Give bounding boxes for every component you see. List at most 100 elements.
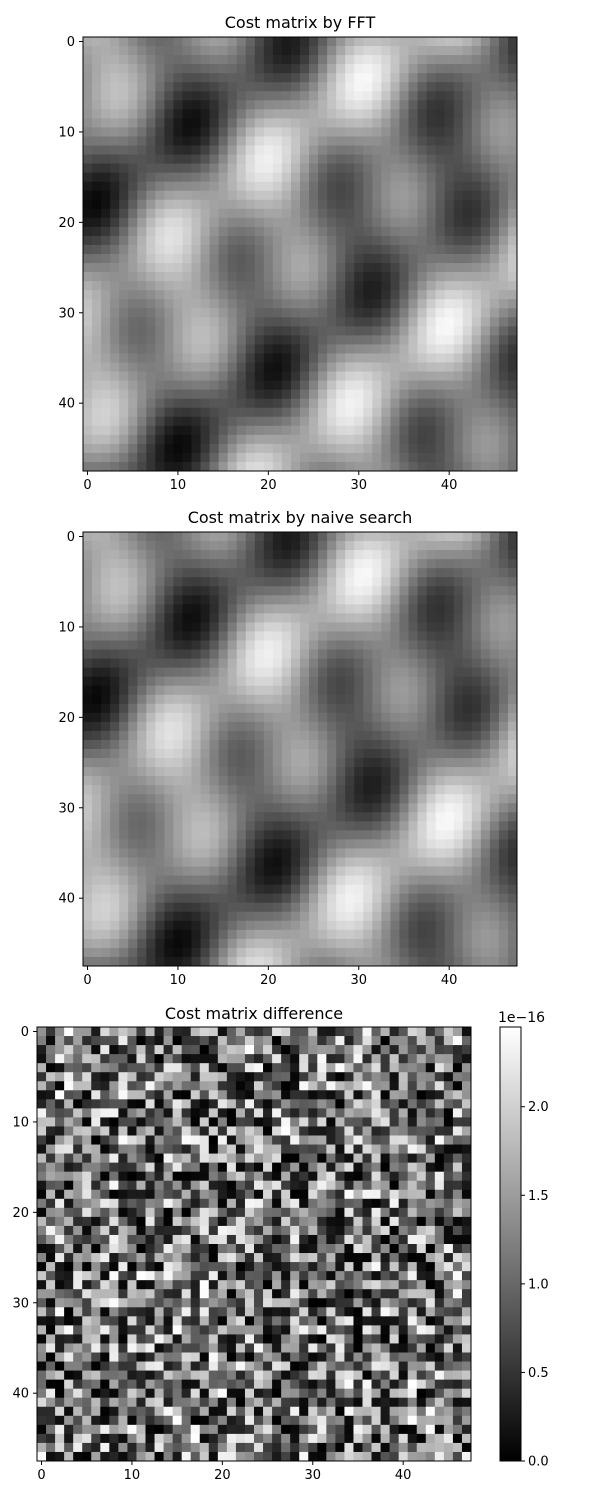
heatmap-cell xyxy=(363,866,373,877)
heatmap-cell xyxy=(137,118,147,128)
heatmap-cell xyxy=(435,254,446,264)
heatmap-cell xyxy=(444,857,455,868)
heatmap-cell xyxy=(155,190,165,201)
heatmap-cell xyxy=(146,145,156,156)
heatmap-cell xyxy=(290,767,301,777)
heatmap-cell xyxy=(435,299,446,309)
heatmap-cell xyxy=(272,118,283,128)
heatmap-cell xyxy=(300,911,310,922)
heatmap-cell xyxy=(182,380,192,391)
heatmap-cell xyxy=(426,776,437,786)
heatmap-cell xyxy=(507,290,518,300)
heatmap-cell xyxy=(309,254,319,264)
heatmap-cell xyxy=(236,730,247,741)
heatmap-cell xyxy=(381,920,391,931)
heatmap-cell xyxy=(290,1027,300,1037)
heatmap-cell xyxy=(227,416,238,427)
heatmap-cell xyxy=(217,1045,228,1055)
heatmap-cell xyxy=(128,667,138,678)
heatmap-cell xyxy=(46,1090,56,1100)
heatmap-cell xyxy=(254,199,265,210)
heatmap-cell xyxy=(309,37,319,47)
heatmap-cell xyxy=(435,839,446,849)
heatmap-cell xyxy=(173,443,183,454)
heatmap-cell xyxy=(128,739,138,750)
heatmap-cell xyxy=(182,848,192,858)
heatmap-cell xyxy=(137,452,147,463)
heatmap-cell xyxy=(498,136,509,146)
heatmap-cell xyxy=(155,839,165,849)
heatmap-cell xyxy=(218,380,229,391)
heatmap-cell xyxy=(272,830,283,840)
heatmap-cell xyxy=(236,938,247,949)
heatmap-cell xyxy=(399,956,409,967)
heatmap-cell xyxy=(372,371,382,382)
heatmap-cell xyxy=(83,785,93,795)
heatmap-cell xyxy=(363,586,373,596)
heatmap-cell xyxy=(164,118,174,128)
heatmap-cell xyxy=(290,434,301,445)
heatmap-cell xyxy=(471,37,482,47)
heatmap-cell xyxy=(245,839,256,849)
heatmap-cell xyxy=(489,317,500,327)
heatmap-cell xyxy=(417,749,428,759)
heatmap-cell xyxy=(345,911,355,922)
heatmap-cell xyxy=(227,568,238,578)
heatmap-cell xyxy=(408,308,419,318)
heatmap-cell xyxy=(191,911,202,922)
heatmap-cell xyxy=(335,1054,345,1064)
heatmap-cell xyxy=(209,46,220,56)
heatmap-cell xyxy=(200,857,211,868)
heatmap-cell xyxy=(182,398,192,409)
heatmap-cell xyxy=(226,1054,237,1064)
heatmap-cell xyxy=(227,577,238,587)
heatmap-cell xyxy=(254,416,265,427)
heatmap-cell xyxy=(309,226,319,237)
heatmap-cell xyxy=(101,263,111,273)
heatmap-cell xyxy=(462,911,473,922)
heatmap-cell xyxy=(345,254,355,264)
heatmap-cell xyxy=(191,568,202,578)
heatmap-cell xyxy=(507,884,518,895)
heatmap-cell xyxy=(173,730,183,741)
heatmap-cell xyxy=(254,920,265,931)
heatmap-cell xyxy=(498,407,509,418)
heatmap-cell xyxy=(336,64,346,74)
heatmap-cell xyxy=(381,46,391,56)
heatmap-cell xyxy=(399,758,409,768)
heatmap-cell xyxy=(173,416,183,427)
heatmap-cell xyxy=(245,694,256,705)
heatmap-cell xyxy=(290,136,301,146)
heatmap-cell xyxy=(227,767,238,777)
heatmap-cell xyxy=(146,154,156,165)
heatmap-cell xyxy=(372,461,382,472)
heatmap-cell xyxy=(146,776,156,786)
heatmap-cell xyxy=(254,613,265,623)
heatmap-cell xyxy=(345,938,355,949)
heatmap-cell xyxy=(92,380,102,391)
heatmap-cell xyxy=(119,353,129,363)
heatmap-cell xyxy=(191,353,202,363)
heatmap-cell xyxy=(245,154,256,165)
heatmap-cell xyxy=(83,46,93,56)
heatmap-cell xyxy=(173,857,183,868)
heatmap-cell xyxy=(453,776,464,786)
heatmap-cell xyxy=(372,73,382,83)
heatmap-cell xyxy=(227,118,238,128)
heatmap-cell xyxy=(92,767,102,777)
heatmap-cell xyxy=(128,721,138,732)
heatmap-cell xyxy=(164,685,174,696)
heatmap-cell xyxy=(327,434,337,445)
heatmap-cell xyxy=(272,254,283,264)
heatmap-cell xyxy=(146,577,156,587)
heatmap-cell xyxy=(290,730,301,741)
heatmap-cell xyxy=(173,839,183,849)
heatmap-cell xyxy=(381,667,391,678)
heatmap-cell xyxy=(372,541,382,551)
heatmap-cell xyxy=(119,190,129,201)
heatmap-cell xyxy=(345,676,355,687)
heatmap-cell xyxy=(92,830,102,840)
heatmap-cell xyxy=(336,631,346,641)
heatmap-cell xyxy=(372,830,382,840)
heatmap-cell xyxy=(399,82,409,92)
